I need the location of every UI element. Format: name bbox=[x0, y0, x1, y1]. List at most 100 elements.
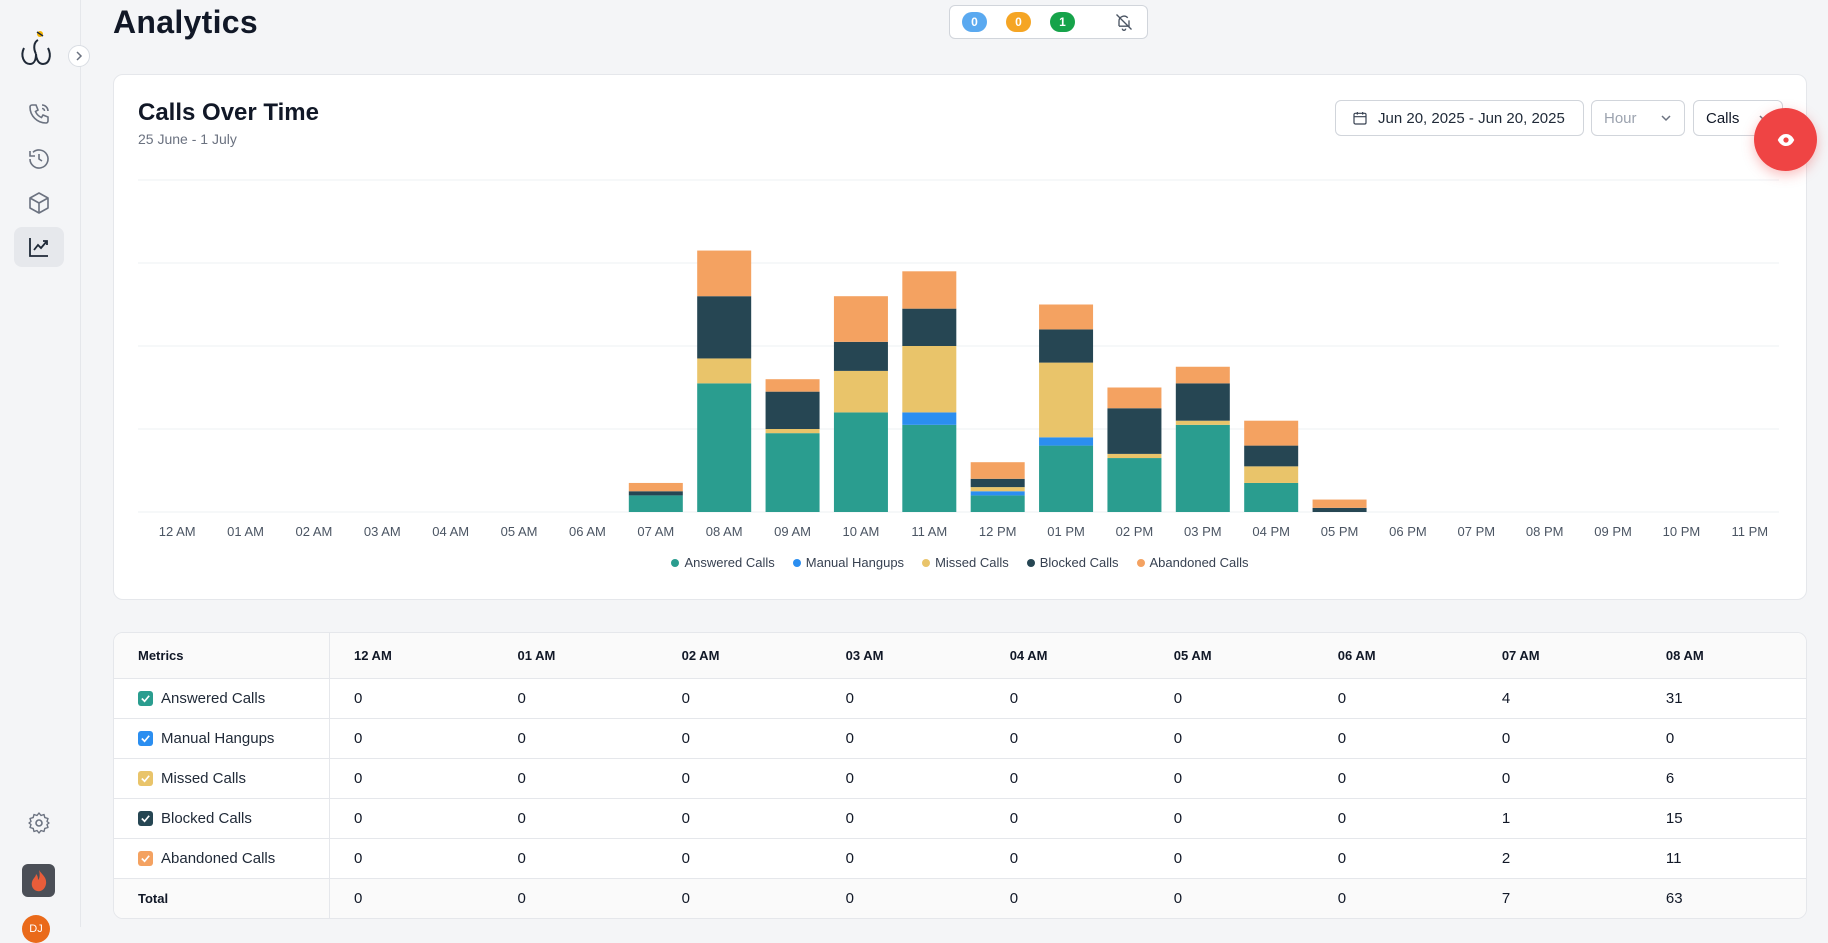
sidebar-item-calls[interactable] bbox=[14, 94, 64, 134]
status-badge-blue[interactable]: 0 bbox=[962, 12, 987, 32]
bar-segment-blocked-calls[interactable] bbox=[970, 478, 1025, 488]
bar-segment-answered-calls[interactable] bbox=[765, 433, 820, 512]
metrics-table: Metrics 12 AM 01 AM 02 AM 03 AM 04 AM 05 AM 06… bbox=[114, 633, 1806, 918]
bar-segment-blocked-calls[interactable] bbox=[628, 491, 683, 496]
bar-segment-blocked-calls[interactable] bbox=[902, 308, 957, 346]
bar-segment-abandoned-calls[interactable] bbox=[1039, 304, 1094, 330]
user-avatar[interactable]: DJ bbox=[22, 915, 50, 943]
interval-select[interactable]: Hour bbox=[1591, 100, 1685, 136]
metric-toggle[interactable]: Abandoned Calls bbox=[138, 850, 329, 867]
bar-segment-blocked-calls[interactable] bbox=[1039, 329, 1094, 363]
bar-segment-blocked-calls[interactable] bbox=[1107, 408, 1162, 454]
bar-segment-manual-hangups[interactable] bbox=[970, 491, 1025, 496]
bar-segment-answered-calls[interactable] bbox=[902, 424, 957, 512]
bar-segment-missed-calls[interactable] bbox=[1175, 420, 1230, 425]
sidebar-item-settings[interactable] bbox=[14, 803, 64, 843]
sidebar-item-products[interactable] bbox=[14, 183, 64, 223]
metric-checkbox[interactable] bbox=[138, 810, 153, 826]
bar-segment-abandoned-calls[interactable] bbox=[1107, 387, 1162, 409]
metric-toggle[interactable]: Blocked Calls bbox=[138, 810, 329, 827]
legend-item[interactable]: Missed Calls bbox=[922, 555, 1009, 570]
metric-label: Answered Calls bbox=[161, 689, 266, 707]
notifications-toggle[interactable] bbox=[1114, 12, 1134, 32]
bar-segment-missed-calls[interactable] bbox=[1039, 362, 1094, 438]
x-tick-label: 07 AM bbox=[637, 524, 674, 539]
bar-segment-manual-hangups[interactable] bbox=[1039, 437, 1094, 446]
metric-checkbox[interactable] bbox=[138, 770, 153, 786]
bar-segment-missed-calls[interactable] bbox=[765, 429, 820, 434]
bar-segment-blocked-calls[interactable] bbox=[833, 341, 888, 371]
metric-checkbox[interactable] bbox=[138, 850, 153, 866]
app-logo[interactable] bbox=[18, 26, 54, 66]
sidebar-expand-button[interactable] bbox=[68, 45, 90, 67]
bar-segment-answered-calls[interactable] bbox=[1175, 424, 1230, 512]
total-value-cell: 7 bbox=[1477, 878, 1642, 918]
value-cell: 0 bbox=[1313, 758, 1478, 799]
metric-toggle[interactable]: Manual Hangups bbox=[138, 730, 329, 747]
status-badge-orange[interactable]: 0 bbox=[1006, 12, 1031, 32]
x-tick-label: 10 AM bbox=[843, 524, 880, 539]
bar-segment-abandoned-calls[interactable] bbox=[833, 296, 888, 342]
bar-segment-missed-calls[interactable] bbox=[1244, 466, 1299, 483]
phone-icon bbox=[29, 104, 49, 124]
metric-toggle[interactable]: Missed Calls bbox=[138, 770, 329, 787]
metrics-column-header: Metrics bbox=[114, 633, 330, 679]
value-cell: 0 bbox=[821, 838, 986, 879]
preview-button[interactable] bbox=[1754, 108, 1817, 171]
bar-segment-abandoned-calls[interactable] bbox=[970, 462, 1025, 479]
chart-title: Calls Over Time bbox=[138, 99, 319, 126]
legend-swatch bbox=[1136, 558, 1145, 567]
value-cell: 0 bbox=[329, 838, 494, 879]
sidebar-item-history[interactable] bbox=[14, 139, 64, 179]
bar-segment-answered-calls[interactable] bbox=[833, 412, 888, 512]
bar-segment-answered-calls[interactable] bbox=[970, 495, 1025, 512]
value-cell: 0 bbox=[1313, 838, 1478, 879]
bar-segment-missed-calls[interactable] bbox=[833, 370, 888, 413]
bar-segment-abandoned-calls[interactable] bbox=[1175, 366, 1230, 384]
x-tick-label: 04 AM bbox=[432, 524, 469, 539]
bar-segment-abandoned-calls[interactable] bbox=[628, 482, 683, 492]
history-icon bbox=[29, 149, 49, 169]
metric-label: Abandoned Calls bbox=[161, 849, 276, 867]
bar-segment-blocked-calls[interactable] bbox=[1244, 445, 1299, 467]
sidebar-item-analytics[interactable] bbox=[14, 227, 64, 267]
metric-checkbox[interactable] bbox=[138, 730, 153, 746]
workspace-avatar[interactable] bbox=[22, 864, 55, 897]
table-row: Blocked Calls 0 0 0 0 0 0 0 1 15 bbox=[114, 798, 1806, 839]
bar-segment-answered-calls[interactable] bbox=[697, 383, 752, 512]
bar-segment-answered-calls[interactable] bbox=[1039, 445, 1094, 512]
bar-segment-abandoned-calls[interactable] bbox=[765, 379, 820, 392]
bar-segment-abandoned-calls[interactable] bbox=[902, 271, 957, 309]
bar-segment-answered-calls[interactable] bbox=[1107, 458, 1162, 512]
metric-checkbox[interactable] bbox=[138, 690, 153, 706]
bar-segment-missed-calls[interactable] bbox=[970, 487, 1025, 492]
bar-segment-answered-calls[interactable] bbox=[628, 495, 683, 512]
legend-item[interactable]: Answered Calls bbox=[671, 555, 775, 570]
legend-item[interactable]: Manual Hangups bbox=[792, 555, 904, 570]
bar-segment-abandoned-calls[interactable] bbox=[1312, 499, 1367, 508]
bar-segment-missed-calls[interactable] bbox=[1107, 453, 1162, 459]
bar-segment-abandoned-calls[interactable] bbox=[1244, 420, 1299, 446]
metric-toggle[interactable]: Answered Calls bbox=[138, 690, 329, 707]
legend-item[interactable]: Blocked Calls bbox=[1026, 555, 1119, 570]
bar-segment-missed-calls[interactable] bbox=[902, 346, 957, 413]
value-cell: 0 bbox=[985, 838, 1150, 879]
value-cell: 0 bbox=[329, 798, 494, 839]
date-range-label: Jun 20, 2025 - Jun 20, 2025 bbox=[1378, 109, 1565, 127]
date-range-picker[interactable]: Jun 20, 2025 - Jun 20, 2025 bbox=[1335, 100, 1584, 136]
value-cell: 0 bbox=[657, 798, 822, 839]
legend-item[interactable]: Abandoned Calls bbox=[1136, 555, 1249, 570]
status-badge-green[interactable]: 1 bbox=[1050, 12, 1075, 32]
bar-segment-manual-hangups[interactable] bbox=[902, 412, 957, 425]
bar-segment-blocked-calls[interactable] bbox=[1312, 507, 1367, 512]
bar-segment-blocked-calls[interactable] bbox=[1175, 383, 1230, 421]
bar-segment-blocked-calls[interactable] bbox=[697, 296, 752, 359]
metric-cell: Missed Calls bbox=[114, 758, 330, 799]
bar-segment-answered-calls[interactable] bbox=[1244, 482, 1299, 512]
total-value-cell: 0 bbox=[1149, 878, 1314, 918]
bar-segment-blocked-calls[interactable] bbox=[765, 391, 820, 429]
chevron-right-icon bbox=[76, 51, 83, 61]
x-tick-label: 05 PM bbox=[1321, 524, 1359, 539]
bar-segment-abandoned-calls[interactable] bbox=[697, 250, 752, 297]
bar-segment-missed-calls[interactable] bbox=[697, 358, 752, 384]
